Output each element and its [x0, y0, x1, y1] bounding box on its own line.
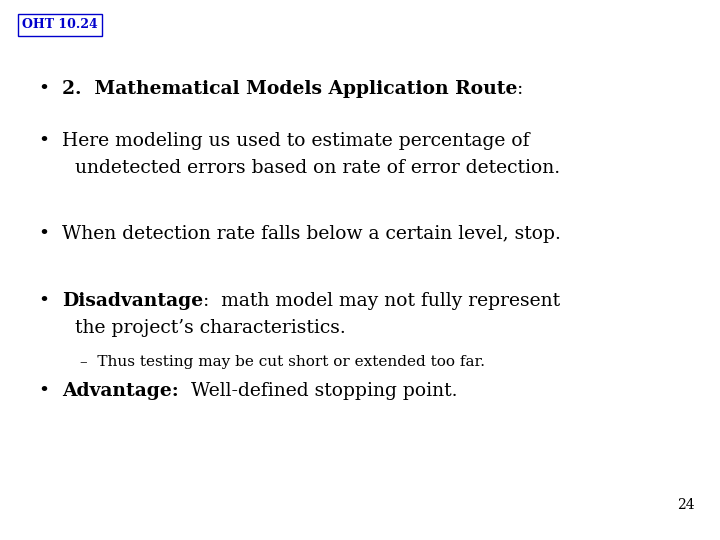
Text: OHT 10.24: OHT 10.24 [22, 18, 98, 31]
Text: Here modeling us used to estimate percentage of: Here modeling us used to estimate percen… [62, 132, 529, 150]
Text: •: • [38, 225, 49, 243]
Text: When detection rate falls below a certain level, stop.: When detection rate falls below a certai… [62, 225, 561, 243]
Text: :  math model may not fully represent: : math model may not fully represent [203, 292, 560, 310]
Text: 24: 24 [678, 498, 695, 512]
Text: •: • [38, 132, 49, 150]
Text: •: • [38, 80, 49, 98]
Text: Well-defined stopping point.: Well-defined stopping point. [179, 382, 457, 400]
Text: –  Thus testing may be cut short or extended too far.: – Thus testing may be cut short or exten… [80, 355, 485, 369]
Text: •: • [38, 292, 49, 310]
Text: 2.  Mathematical Models Application Route: 2. Mathematical Models Application Route [62, 80, 518, 98]
Text: Advantage:: Advantage: [62, 382, 179, 400]
Text: the project’s characteristics.: the project’s characteristics. [75, 319, 346, 337]
Text: Disadvantage: Disadvantage [62, 292, 203, 310]
Text: :: : [518, 80, 523, 98]
Text: •: • [38, 382, 49, 400]
Text: undetected errors based on rate of error detection.: undetected errors based on rate of error… [75, 159, 560, 177]
